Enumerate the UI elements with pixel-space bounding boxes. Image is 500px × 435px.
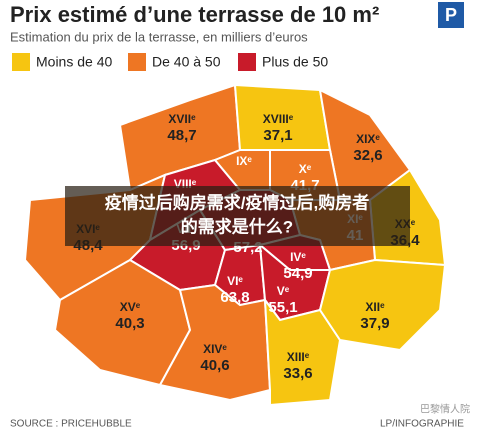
district-name: XVᵉ <box>120 300 141 314</box>
district-name: Xᵉ <box>299 162 312 176</box>
region <box>263 296 342 407</box>
subtitle: Estimation du prix de la terrasse, en mi… <box>10 29 308 44</box>
credit: LP/INFOGRAPHIE <box>380 419 464 430</box>
legend-label: Plus de 50 <box>262 54 328 70</box>
overlay-banner <box>65 186 410 246</box>
district-value: 54,9 <box>283 265 312 282</box>
district-name: XIIIᵉ <box>287 350 310 364</box>
district-value: 48,7 <box>167 127 196 144</box>
source: SOURCE : PRICEHUBBLE <box>10 419 132 430</box>
legend-label: Moins de 40 <box>36 54 112 70</box>
district-name: XVIIᵉ <box>168 112 196 126</box>
district-name: IVᵉ <box>290 250 306 264</box>
district-value: 32,6 <box>353 147 382 164</box>
legend-swatch <box>238 53 256 71</box>
district-name: Vᵉ <box>277 284 290 298</box>
overlay-text: 疫情过后购房需求/疫情过后,购房者 <box>105 192 369 212</box>
legend: Moins de 40 De 40 à 50 Plus de 50 <box>12 53 328 71</box>
district-name: IXᵉ <box>236 154 252 168</box>
district-value: 37,9 <box>360 315 389 332</box>
district-value: 40,3 <box>115 315 144 332</box>
legend-label: De 40 à 50 <box>152 54 221 70</box>
logo-box <box>438 2 464 28</box>
district-value: 63,8 <box>220 289 249 306</box>
district-name: XVIIIᵉ <box>263 112 294 126</box>
district-value: 37,1 <box>263 127 292 144</box>
overlay-text: 的需求是什么? <box>181 216 293 236</box>
district-name: XIVᵉ <box>203 342 227 356</box>
legend-swatch <box>12 53 30 71</box>
district-name: XIIᵉ <box>365 300 385 314</box>
district-name: VIᵉ <box>227 274 243 288</box>
district-name: XIXᵉ <box>356 132 380 146</box>
legend-swatch <box>128 53 146 71</box>
district-value: 55,1 <box>268 299 297 316</box>
district-value: 33,6 <box>283 365 312 382</box>
district-value: 40,6 <box>200 357 229 374</box>
region <box>318 258 447 352</box>
watermark: 巴黎情人院 <box>420 403 470 416</box>
title: Prix estimé d’une terrasse de 10 m² <box>10 2 379 27</box>
logo: P <box>445 5 457 25</box>
